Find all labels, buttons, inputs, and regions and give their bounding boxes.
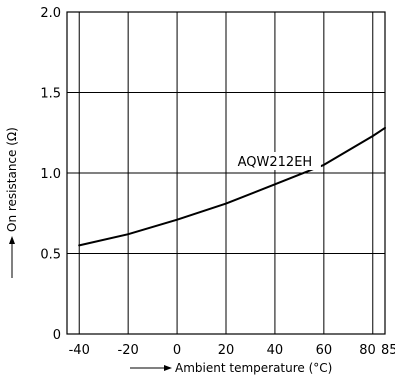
grid [66,11,386,335]
x-tick-label-2: 0 [173,343,181,358]
y-tick-label-1: 0.5 [40,248,61,263]
x-ticks: -40 -20 0 20 40 60 80 85 [69,343,395,358]
x-tick-label-5: 60 [316,343,333,358]
series-line-0 [78,126,386,247]
x-tick-label-6: 80 [359,343,376,358]
x-axis-title-group: Ambient temperature (°C) [130,361,332,375]
x-axis-arrow-icon [164,365,172,371]
x-tick-label-1: -20 [118,343,139,358]
series-label-annotation: AQW212EH [238,155,313,170]
x-axis-title: Ambient temperature (°C) [175,361,332,375]
annotation-bg-0 [228,152,321,170]
series-layer: AQW212EH [78,126,386,247]
y-tick-label-4: 2.0 [40,6,61,21]
y-axis-title-group: On resistance (Ω) [5,127,19,278]
y-ticks: 0 0.5 1.0 1.5 2.0 [40,6,61,343]
y-tick-label-0: 0 [53,328,61,343]
x-tick-label-4: 40 [267,343,284,358]
y-axis-title: On resistance (Ω) [5,127,19,232]
x-tick-label-7: 85 [381,343,395,358]
y-tick-label-2: 1.0 [40,167,61,182]
x-tick-label-0: -40 [69,343,90,358]
y-axis-arrow-icon [9,236,15,244]
x-tick-label-3: 20 [218,343,235,358]
y-tick-label-3: 1.5 [40,87,61,102]
